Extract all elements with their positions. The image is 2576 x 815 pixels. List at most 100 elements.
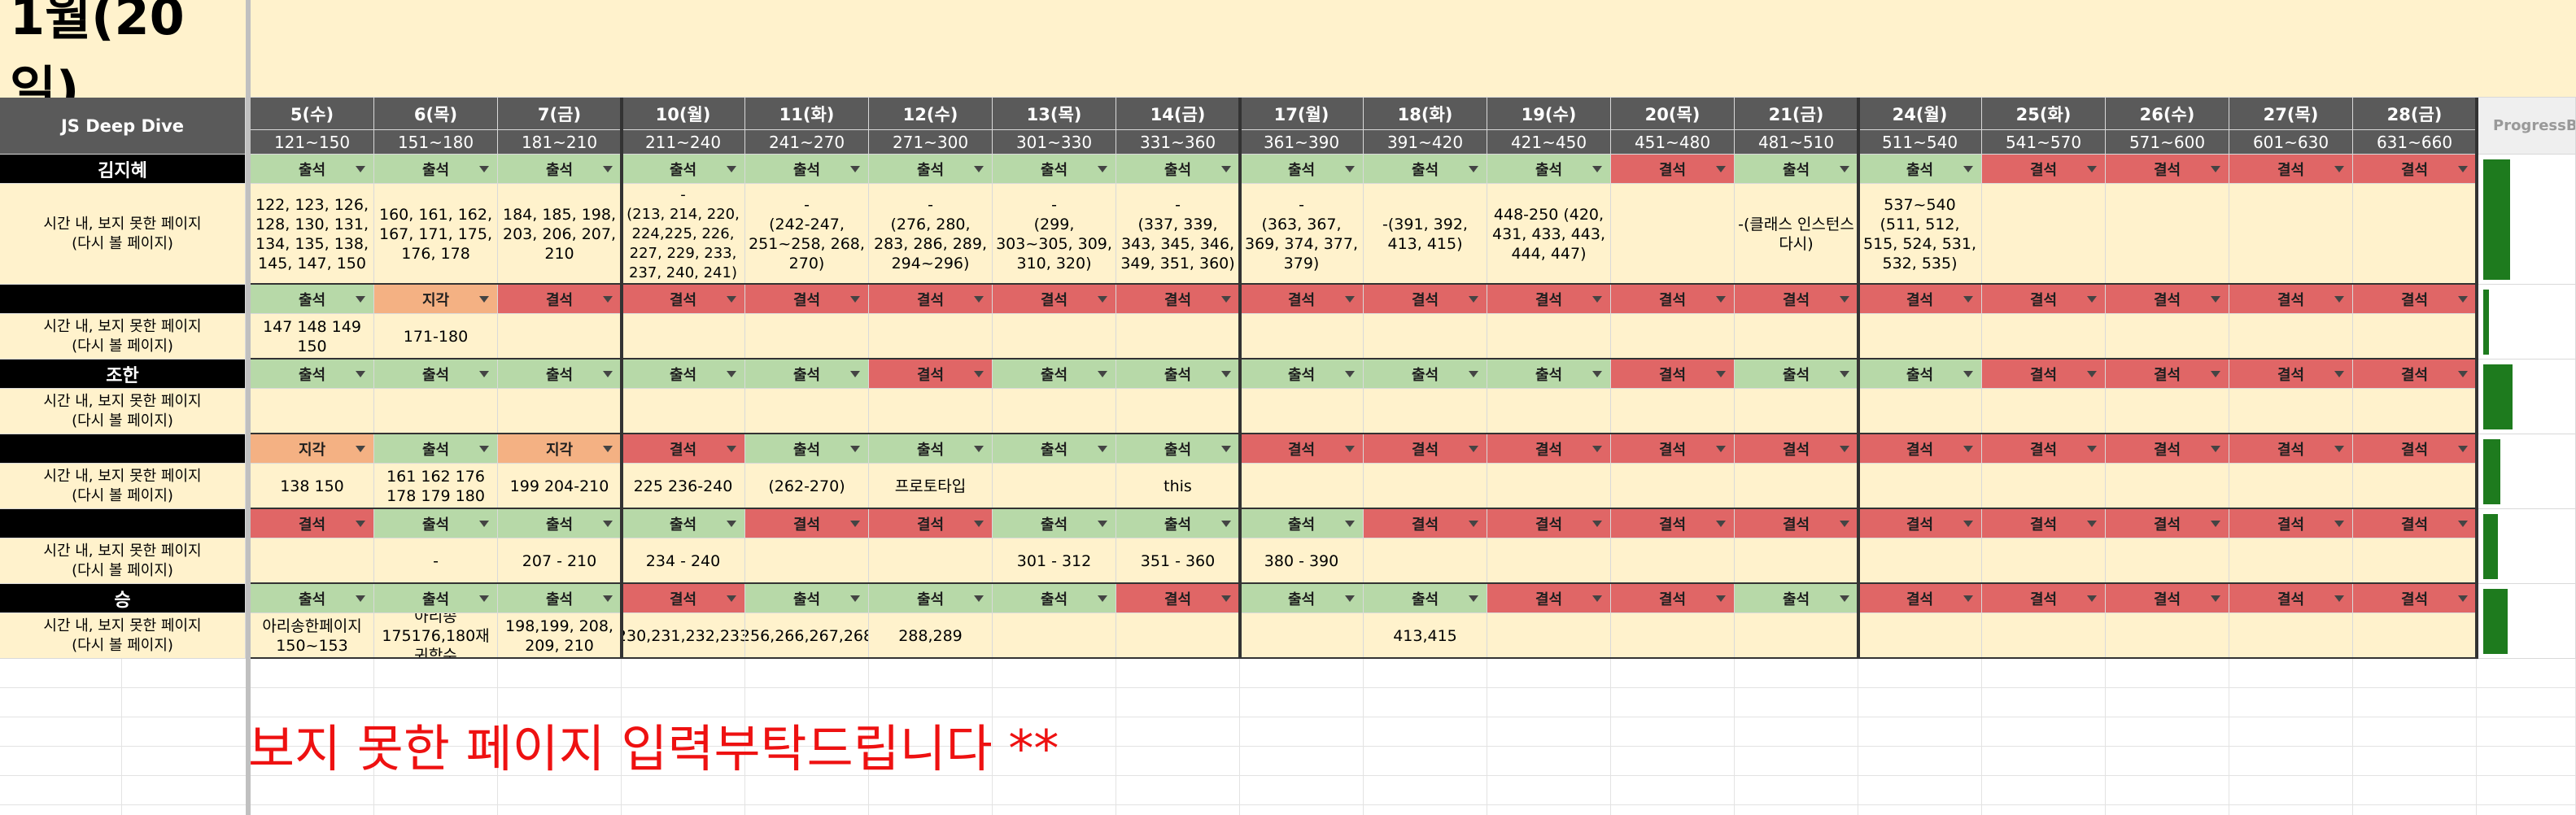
- missed-pages-cell[interactable]: 아리송 175176,180재귀함수: [374, 613, 498, 659]
- empty-cell[interactable]: [1982, 688, 2106, 717]
- empty-cell[interactable]: [122, 747, 251, 776]
- attendance-dropdown[interactable]: 결석: [1982, 434, 2106, 464]
- missed-pages-cell[interactable]: -(391, 392, 413, 415): [1364, 184, 1487, 285]
- empty-cell[interactable]: [2353, 717, 2477, 747]
- empty-cell[interactable]: [993, 747, 1116, 776]
- attendance-dropdown[interactable]: 출석: [1487, 360, 1611, 389]
- empty-cell[interactable]: [498, 776, 622, 805]
- attendance-dropdown[interactable]: 출석: [745, 584, 869, 613]
- empty-cell[interactable]: [2106, 747, 2229, 776]
- attendance-dropdown[interactable]: 출석: [1858, 360, 1982, 389]
- missed-pages-cell[interactable]: 234 - 240: [622, 538, 745, 584]
- missed-pages-cell[interactable]: [251, 389, 374, 434]
- empty-cell[interactable]: [2106, 805, 2229, 815]
- empty-cell[interactable]: [1611, 659, 1735, 688]
- missed-pages-cell[interactable]: [1982, 538, 2106, 584]
- attendance-dropdown[interactable]: 결석: [1364, 434, 1487, 464]
- missed-pages-cell[interactable]: [1240, 389, 1364, 434]
- missed-pages-cell[interactable]: [1364, 538, 1487, 584]
- missed-pages-cell[interactable]: (262-270): [745, 464, 869, 509]
- missed-pages-cell[interactable]: - (299, 303~305, 309, 310, 320): [993, 184, 1116, 285]
- attendance-dropdown[interactable]: 결석: [1240, 434, 1364, 464]
- attendance-dropdown[interactable]: 결석: [2353, 584, 2477, 613]
- missed-pages-cell[interactable]: [2229, 184, 2353, 285]
- attendance-dropdown[interactable]: 결석: [1982, 509, 2106, 538]
- attendance-dropdown[interactable]: 출석: [498, 584, 622, 613]
- empty-cell[interactable]: [0, 688, 122, 717]
- attendance-dropdown[interactable]: 결석: [869, 285, 993, 314]
- missed-pages-cell[interactable]: [869, 389, 993, 434]
- attendance-dropdown[interactable]: 출석: [498, 155, 622, 184]
- missed-pages-cell[interactable]: 351 - 360: [1116, 538, 1240, 584]
- missed-pages-cell[interactable]: [1611, 389, 1735, 434]
- attendance-dropdown[interactable]: 출석: [374, 509, 498, 538]
- missed-pages-cell[interactable]: - (213, 214, 220, 224,225, 226, 227, 229…: [622, 184, 745, 285]
- attendance-dropdown[interactable]: 결석: [2106, 285, 2229, 314]
- empty-cell[interactable]: [1735, 776, 1858, 805]
- attendance-dropdown[interactable]: 출석: [869, 155, 993, 184]
- attendance-dropdown[interactable]: 출석: [622, 509, 745, 538]
- empty-cell[interactable]: [2477, 805, 2576, 815]
- attendance-dropdown[interactable]: 결석: [2353, 360, 2477, 389]
- empty-cell[interactable]: [498, 747, 622, 776]
- attendance-dropdown[interactable]: 결석: [251, 509, 374, 538]
- empty-cell[interactable]: [745, 776, 869, 805]
- empty-cell[interactable]: [1982, 805, 2106, 815]
- missed-pages-cell[interactable]: [1487, 538, 1611, 584]
- missed-pages-cell[interactable]: [2229, 538, 2353, 584]
- missed-pages-cell[interactable]: 171-180: [374, 314, 498, 360]
- empty-cell[interactable]: [122, 805, 251, 815]
- attendance-dropdown[interactable]: 결석: [2106, 434, 2229, 464]
- attendance-dropdown[interactable]: 출석: [993, 360, 1116, 389]
- empty-cell[interactable]: [1364, 747, 1487, 776]
- missed-pages-cell[interactable]: [498, 314, 622, 360]
- empty-cell[interactable]: [1611, 805, 1735, 815]
- attendance-dropdown[interactable]: 결석: [2229, 155, 2353, 184]
- attendance-dropdown[interactable]: 결석: [1858, 285, 1982, 314]
- empty-cell[interactable]: [1240, 747, 1364, 776]
- missed-pages-cell[interactable]: [745, 389, 869, 434]
- missed-pages-cell[interactable]: [1240, 314, 1364, 360]
- missed-pages-cell[interactable]: [1858, 389, 1982, 434]
- attendance-dropdown[interactable]: 출석: [374, 584, 498, 613]
- attendance-dropdown[interactable]: 출석: [745, 360, 869, 389]
- empty-cell[interactable]: [745, 688, 869, 717]
- empty-cell[interactable]: [1735, 688, 1858, 717]
- empty-cell[interactable]: [374, 776, 498, 805]
- attendance-dropdown[interactable]: 결석: [1982, 155, 2106, 184]
- attendance-dropdown[interactable]: 결석: [1487, 509, 1611, 538]
- attendance-dropdown[interactable]: 결석: [1116, 584, 1240, 613]
- missed-pages-cell[interactable]: [622, 314, 745, 360]
- attendance-dropdown[interactable]: 결석: [1858, 434, 1982, 464]
- empty-cell[interactable]: [2477, 776, 2576, 805]
- empty-cell[interactable]: [1116, 688, 1240, 717]
- attendance-dropdown[interactable]: 출석: [869, 584, 993, 613]
- attendance-dropdown[interactable]: 결석: [2106, 360, 2229, 389]
- attendance-dropdown[interactable]: 결석: [1982, 360, 2106, 389]
- empty-cell[interactable]: [2353, 688, 2477, 717]
- missed-pages-cell[interactable]: [1116, 314, 1240, 360]
- empty-cell[interactable]: [1364, 717, 1487, 747]
- missed-pages-cell[interactable]: [993, 389, 1116, 434]
- empty-cell[interactable]: [2106, 688, 2229, 717]
- missed-pages-cell[interactable]: - (276, 280, 283, 286, 289, 294~296): [869, 184, 993, 285]
- attendance-dropdown[interactable]: 출석: [993, 155, 1116, 184]
- missed-pages-cell[interactable]: [1611, 464, 1735, 509]
- missed-pages-cell[interactable]: [2353, 538, 2477, 584]
- empty-cell[interactable]: [745, 747, 869, 776]
- empty-cell[interactable]: [0, 776, 122, 805]
- missed-pages-cell[interactable]: 207 - 210: [498, 538, 622, 584]
- missed-pages-cell[interactable]: [1982, 464, 2106, 509]
- empty-cell[interactable]: [745, 805, 869, 815]
- attendance-dropdown[interactable]: 결석: [1611, 584, 1735, 613]
- attendance-dropdown[interactable]: 출석: [251, 285, 374, 314]
- empty-cell[interactable]: [498, 688, 622, 717]
- empty-cell[interactable]: [1611, 688, 1735, 717]
- empty-cell[interactable]: [622, 747, 745, 776]
- empty-cell[interactable]: [1982, 747, 2106, 776]
- missed-pages-cell[interactable]: [2229, 613, 2353, 659]
- empty-cell[interactable]: [498, 805, 622, 815]
- empty-cell[interactable]: [993, 776, 1116, 805]
- empty-cell[interactable]: [1116, 717, 1240, 747]
- missed-pages-cell[interactable]: [1982, 613, 2106, 659]
